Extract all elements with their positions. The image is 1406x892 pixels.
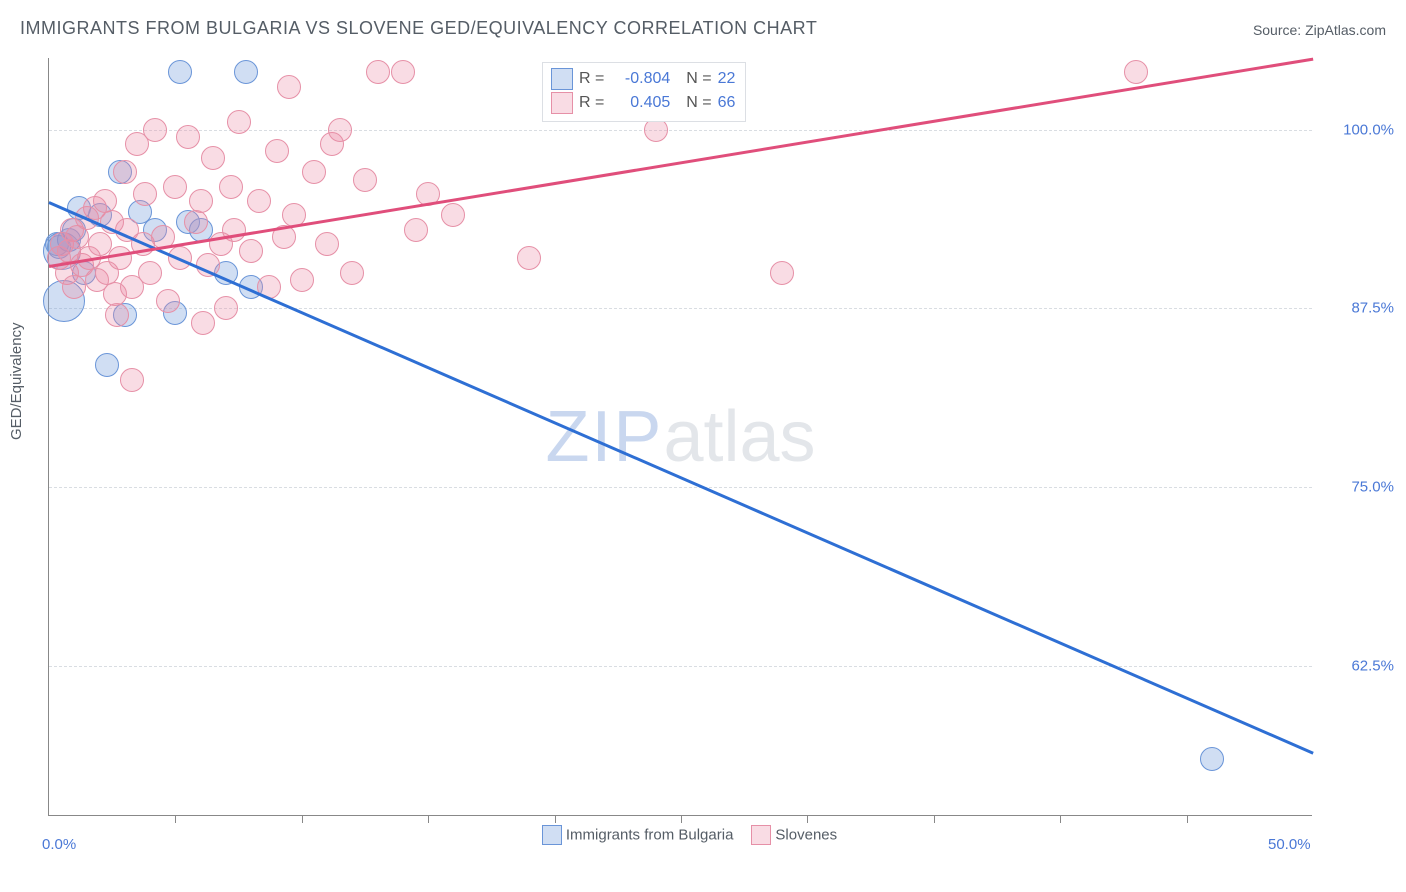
legend-swatch xyxy=(551,68,573,90)
x-tick xyxy=(175,815,176,823)
x-tick xyxy=(555,815,556,823)
scatter-point-slovenes xyxy=(191,311,215,335)
series-legend: Immigrants from Bulgaria Slovenes xyxy=(49,825,1312,845)
legend-n-value: 22 xyxy=(718,67,736,91)
scatter-point-slovenes xyxy=(176,125,200,149)
scatter-point-slovenes xyxy=(120,368,144,392)
scatter-point-slovenes xyxy=(366,60,390,84)
x-tick xyxy=(1060,815,1061,823)
legend-swatch xyxy=(551,92,573,114)
scatter-point-slovenes xyxy=(62,275,86,299)
x-tick xyxy=(302,815,303,823)
scatter-point-slovenes xyxy=(265,139,289,163)
correlation-legend: R =-0.804 N = 22 R =0.405 N = 66 xyxy=(542,62,746,122)
source-label: Source: ZipAtlas.com xyxy=(1253,22,1386,38)
scatter-point-slovenes xyxy=(441,203,465,227)
scatter-point-slovenes xyxy=(93,189,117,213)
legend-n-label: N = xyxy=(686,67,711,91)
scatter-point-slovenes xyxy=(239,239,263,263)
scatter-point-slovenes xyxy=(227,110,251,134)
scatter-point-slovenes xyxy=(247,189,271,213)
scatter-point-slovenes xyxy=(105,303,129,327)
x-axis-label: 50.0% xyxy=(1268,836,1311,853)
scatter-point-slovenes xyxy=(353,168,377,192)
legend-series-label: Slovenes xyxy=(775,827,837,844)
legend-row-slovenes: R =0.405 N = 66 xyxy=(551,91,735,115)
legend-swatch xyxy=(751,825,771,845)
scatter-point-slovenes xyxy=(340,261,364,285)
legend-r-label: R = xyxy=(579,67,604,91)
legend-r-value: -0.804 xyxy=(610,67,670,91)
scatter-point-slovenes xyxy=(219,175,243,199)
legend-series-label: Immigrants from Bulgaria xyxy=(566,827,734,844)
scatter-point-slovenes xyxy=(214,296,238,320)
gridline xyxy=(49,308,1312,309)
scatter-point-slovenes xyxy=(277,75,301,99)
scatter-point-bulgaria xyxy=(234,60,258,84)
scatter-point-bulgaria xyxy=(1200,747,1224,771)
scatter-point-slovenes xyxy=(189,189,213,213)
scatter-plot-area: ZIPatlas 62.5%75.0%87.5%100.0%R =-0.804N… xyxy=(48,58,1312,816)
legend-row-bulgaria: R =-0.804 N = 22 xyxy=(551,67,735,91)
scatter-point-slovenes xyxy=(108,246,132,270)
scatter-point-bulgaria xyxy=(95,353,119,377)
legend-swatch xyxy=(542,825,562,845)
legend-n-value: 66 xyxy=(718,91,736,115)
scatter-point-slovenes xyxy=(184,210,208,234)
scatter-point-slovenes xyxy=(404,218,428,242)
scatter-point-slovenes xyxy=(143,118,167,142)
chart-title: IMMIGRANTS FROM BULGARIA VS SLOVENE GED/… xyxy=(20,18,817,39)
y-tick-label: 100.0% xyxy=(1324,121,1394,138)
x-axis-label: 0.0% xyxy=(42,836,76,853)
scatter-point-slovenes xyxy=(113,160,137,184)
x-tick xyxy=(934,815,935,823)
scatter-point-slovenes xyxy=(156,289,180,313)
x-tick xyxy=(681,815,682,823)
scatter-point-slovenes xyxy=(770,261,794,285)
scatter-point-slovenes xyxy=(328,118,352,142)
x-tick xyxy=(428,815,429,823)
trend-line-bulgaria xyxy=(49,201,1314,754)
legend-r-label: R = xyxy=(579,91,604,115)
scatter-point-slovenes xyxy=(302,160,326,184)
y-tick-label: 62.5% xyxy=(1324,657,1394,674)
gridline xyxy=(49,487,1312,488)
y-axis-title: GED/Equivalency xyxy=(8,322,25,440)
scatter-point-slovenes xyxy=(1124,60,1148,84)
scatter-point-bulgaria xyxy=(168,60,192,84)
x-tick xyxy=(807,815,808,823)
scatter-point-slovenes xyxy=(290,268,314,292)
scatter-point-slovenes xyxy=(138,261,162,285)
scatter-point-slovenes xyxy=(133,182,157,206)
y-tick-label: 87.5% xyxy=(1324,300,1394,317)
scatter-point-slovenes xyxy=(163,175,187,199)
legend-r-value: 0.405 xyxy=(610,91,670,115)
gridline xyxy=(49,666,1312,667)
scatter-point-slovenes xyxy=(201,146,225,170)
scatter-point-slovenes xyxy=(517,246,541,270)
scatter-point-slovenes xyxy=(315,232,339,256)
scatter-point-slovenes xyxy=(391,60,415,84)
y-tick-label: 75.0% xyxy=(1324,479,1394,496)
legend-n-label: N = xyxy=(686,91,711,115)
x-tick xyxy=(1187,815,1188,823)
